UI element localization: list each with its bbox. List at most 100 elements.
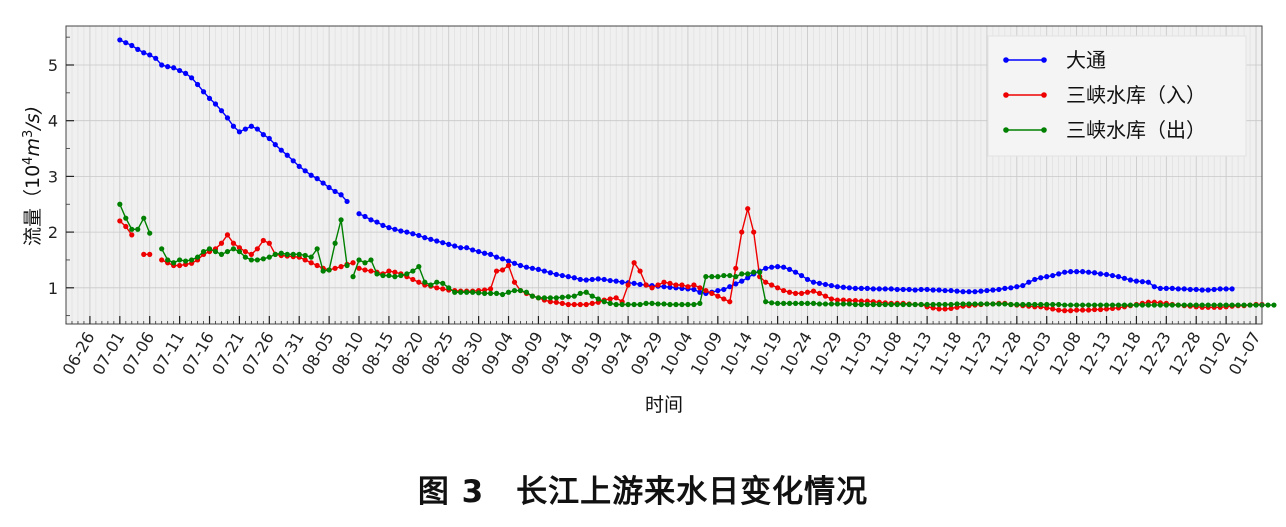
data-point [284, 152, 290, 158]
data-point [786, 266, 793, 273]
data-point [1181, 302, 1187, 308]
data-point [1097, 271, 1104, 277]
data-point [691, 282, 697, 288]
data-point [852, 285, 858, 291]
data-point [1199, 287, 1205, 293]
data-point [882, 286, 888, 292]
data-point [942, 287, 948, 294]
data-point [452, 289, 458, 295]
data-point [458, 245, 464, 251]
data-point [1091, 270, 1098, 276]
data-point [607, 296, 613, 302]
data-point [661, 279, 667, 285]
data-point [900, 286, 906, 293]
data-point [302, 168, 308, 174]
data-point [218, 108, 225, 114]
data-point [667, 301, 673, 308]
data-point [786, 289, 793, 295]
data-point [266, 240, 272, 246]
data-point [613, 295, 619, 301]
y-tick-label: 1 [48, 279, 58, 298]
data-point [260, 256, 266, 262]
data-point [392, 226, 398, 232]
data-point [505, 262, 512, 269]
data-point [858, 301, 864, 308]
data-point [834, 301, 841, 307]
data-point [888, 301, 894, 308]
data-point [1103, 302, 1110, 308]
data-point [344, 198, 350, 205]
legend-marker [1003, 92, 1009, 98]
data-point [990, 301, 996, 307]
x-axis: 06-2607-0107-0607-1107-1607-2107-2607-31… [59, 316, 1264, 378]
data-point [141, 251, 147, 257]
data-point [571, 301, 577, 308]
data-point [691, 301, 697, 308]
data-point [224, 248, 231, 255]
data-point [1151, 284, 1157, 290]
data-point [834, 284, 841, 290]
legend-label: 大通 [1066, 48, 1106, 72]
data-point [1157, 302, 1163, 308]
data-point [1062, 269, 1068, 275]
y-tick-label: 4 [48, 112, 58, 131]
data-point [1044, 274, 1050, 280]
data-point [816, 290, 823, 296]
data-point [1050, 272, 1056, 279]
data-point [416, 264, 422, 270]
data-point [679, 282, 685, 288]
data-point [356, 265, 362, 271]
data-point [828, 301, 835, 307]
data-point [721, 296, 727, 302]
y-axis-label-rest: /s) [22, 106, 44, 132]
data-point [147, 251, 153, 257]
data-point [153, 55, 159, 61]
data-point [535, 266, 542, 273]
data-point [601, 299, 607, 305]
data-point [404, 229, 410, 235]
data-point [936, 306, 942, 312]
data-point [266, 254, 272, 260]
data-point [775, 300, 781, 306]
data-point [1068, 269, 1074, 275]
data-point [1074, 269, 1080, 275]
data-point [374, 271, 380, 277]
data-point [338, 192, 344, 198]
data-point [816, 280, 823, 286]
data-point [739, 271, 745, 277]
y-axis-label-main: 流量（10 [22, 165, 44, 246]
data-point [230, 123, 237, 129]
data-point [984, 287, 990, 294]
data-point [697, 285, 703, 291]
data-point [422, 235, 428, 241]
data-point [344, 262, 350, 269]
data-point [1080, 307, 1086, 313]
y-axis-label-exponent-2: 3 [21, 130, 36, 138]
data-point [786, 300, 793, 306]
data-point [667, 280, 673, 286]
data-point [123, 223, 129, 230]
data-point [541, 268, 548, 274]
data-point [177, 67, 183, 74]
data-point [368, 217, 374, 223]
data-point [727, 272, 733, 279]
data-point [840, 301, 847, 307]
data-point [882, 301, 888, 308]
data-point [260, 132, 266, 138]
data-point [1139, 302, 1145, 308]
data-point [930, 287, 936, 293]
data-point [188, 75, 195, 81]
data-point [1211, 286, 1217, 293]
data-point [410, 231, 416, 237]
data-point [1056, 307, 1062, 313]
data-point [894, 286, 900, 293]
data-point [428, 236, 434, 242]
data-point [852, 298, 858, 304]
data-point [613, 301, 619, 308]
data-point [308, 172, 314, 178]
data-point [541, 295, 548, 301]
data-point [1241, 302, 1247, 308]
data-point [1080, 269, 1086, 275]
data-point [1026, 301, 1032, 308]
